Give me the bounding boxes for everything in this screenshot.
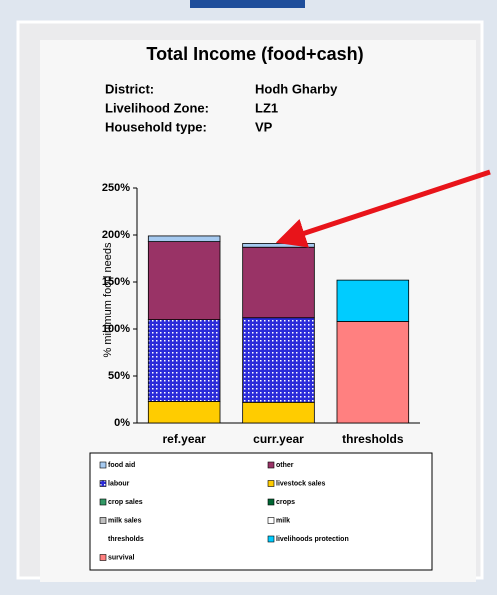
y-axis-label: % minimum food needs: [102, 242, 114, 357]
legend-swatch: [267, 535, 275, 543]
legend-swatch: [267, 461, 275, 469]
bar-segment: [147, 319, 221, 402]
bar-segment: [147, 235, 221, 242]
bar-segment: [242, 243, 315, 248]
legend-swatch: [99, 480, 107, 487]
bar-segment: [336, 279, 410, 322]
chart-title: Total Income (food+cash): [146, 44, 363, 64]
info-label: District:: [105, 81, 154, 96]
arrow: [275, 169, 491, 248]
legend-label: milk: [276, 517, 290, 524]
legend-swatch: [99, 498, 107, 506]
y-tick-label: 0%: [114, 417, 130, 429]
info-value: Hodh Gharby: [255, 81, 338, 96]
y-tick-label: 50%: [108, 370, 130, 382]
legend-swatch: [267, 480, 275, 487]
x-tick-label: ref.year: [162, 432, 206, 446]
legend-label: crop sales: [108, 499, 143, 506]
bar-segment: [242, 317, 315, 403]
legend-label: other: [276, 462, 294, 469]
y-tick-label: 250%: [102, 182, 130, 194]
legend-swatch: [267, 498, 275, 506]
info-value: VP: [255, 119, 273, 134]
x-tick-label: thresholds: [342, 432, 404, 446]
y-tick-label: 200%: [102, 229, 130, 241]
legend-swatch: [99, 517, 107, 524]
bar-segment: [242, 246, 315, 319]
legend-swatch: [99, 554, 107, 561]
legend-box: [89, 452, 433, 571]
bar-segment: [147, 400, 221, 424]
legend-label: thresholds: [108, 536, 144, 543]
top-tab: [190, 0, 305, 8]
legend-label: crops: [276, 499, 295, 506]
info-label: Household type:: [105, 119, 207, 134]
bar-segment: [242, 401, 315, 424]
info-value: LZ1: [255, 100, 278, 115]
chart-body: District: Hodh Gharby Livelihood Zone: LZ1 H…: [99, 81, 420, 561]
legend-label: milk sales: [108, 517, 142, 524]
legend-swatch: [267, 517, 275, 524]
legend-label: livestock sales: [276, 480, 326, 487]
info-label: Livelihood Zone:: [105, 100, 209, 115]
y-tick-label: 150%: [102, 276, 130, 288]
legend-label: livelihoods protection: [276, 536, 349, 543]
bar-segment: [147, 241, 221, 320]
x-tick-label: curr.year: [253, 432, 304, 446]
bar-segment: [336, 321, 410, 424]
y-tick-label: 100%: [102, 323, 130, 335]
legend-label: survival: [108, 554, 135, 561]
legend-label: food aid: [108, 462, 135, 469]
legend-swatch: [99, 461, 107, 469]
legend-label: labour: [108, 480, 130, 487]
